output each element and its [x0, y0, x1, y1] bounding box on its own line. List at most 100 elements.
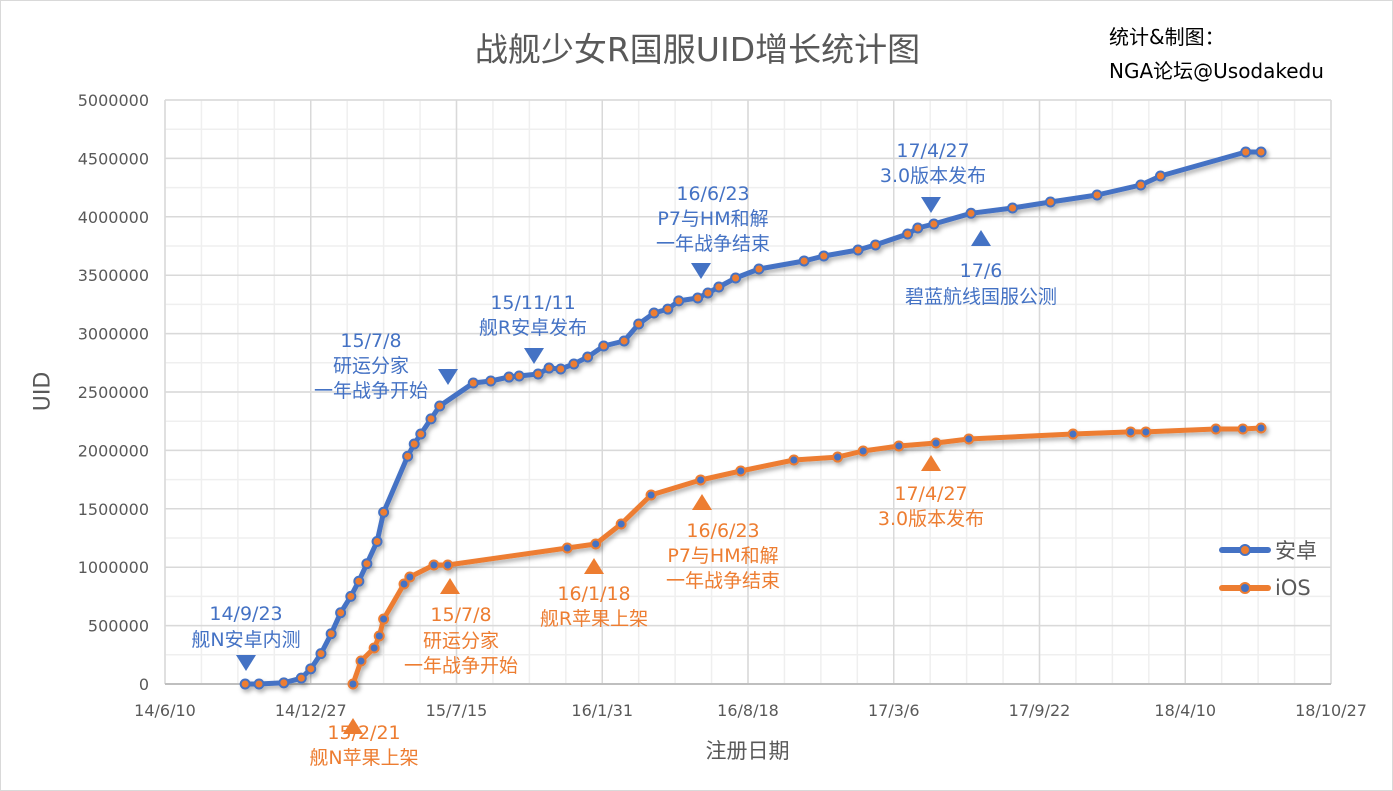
data-point — [371, 536, 383, 548]
triangle-up-marker — [971, 230, 991, 246]
y-tick-label: 3500000 — [78, 266, 149, 285]
data-point — [965, 207, 977, 219]
data-point — [832, 451, 844, 463]
annotation-text: 15/7/8 — [340, 330, 401, 352]
data-point — [355, 655, 367, 667]
annotation-android-v3: 17/4/27 3.0版本发布 — [880, 140, 986, 213]
annotation-text: 16/6/23 — [676, 183, 749, 205]
data-point — [648, 307, 660, 319]
data-point — [325, 628, 337, 640]
x-tick-label: 17/9/22 — [1009, 701, 1071, 720]
data-point — [857, 445, 869, 457]
annotation-text: P7与HM和解 — [667, 545, 778, 567]
annotation-text: 研运分家 — [333, 355, 409, 377]
data-point — [398, 578, 410, 590]
annotation-ios-reconcile: 16/6/23 P7与HM和解 一年战争结束 — [666, 494, 780, 592]
series-line — [242, 149, 1264, 687]
data-point — [798, 255, 810, 267]
data-point — [428, 559, 440, 571]
data-point — [555, 363, 567, 375]
data-point — [1210, 423, 1222, 435]
annotation-text: 一年战争结束 — [656, 233, 770, 255]
data-point — [368, 642, 380, 654]
data-point — [278, 677, 290, 689]
triangle-down-marker — [691, 263, 711, 279]
chart-title: 战舰少女R国服UID增长统计图 — [474, 30, 921, 69]
data-point — [543, 362, 555, 374]
data-point — [408, 438, 420, 450]
annotation-text: 舰N苹果上架 — [309, 747, 418, 769]
triangle-down-marker — [438, 369, 458, 385]
annotation-text: 17/4/27 — [896, 140, 969, 162]
data-point — [1240, 146, 1252, 158]
triangle-up-marker — [343, 718, 363, 734]
annotation-android-beta: 14/9/23 舰N安卓内测 — [191, 603, 301, 671]
data-point — [239, 678, 251, 690]
annotation-text: 舰N安卓内测 — [191, 629, 300, 651]
y-tick-label: 0 — [139, 675, 149, 694]
triangle-up-marker — [921, 455, 941, 471]
annotation-azur-lane: 17/6 碧蓝航线国服公测 — [905, 230, 1057, 308]
x-axis-label: 注册日期 — [705, 739, 790, 763]
annotation-ios-v3: 17/4/27 3.0版本发布 — [878, 455, 984, 530]
data-point — [618, 335, 630, 347]
triangle-down-marker — [236, 655, 256, 671]
legend-swatch-android — [1219, 544, 1271, 556]
data-point — [893, 440, 905, 452]
y-axis-label: UID — [30, 371, 56, 412]
y-tick-label: 4000000 — [78, 208, 149, 227]
data-point — [1154, 170, 1166, 182]
annotation-ios-n-release: 15/2/21 舰N苹果上架 — [309, 718, 419, 769]
data-point — [590, 538, 602, 550]
x-tick-label: 16/8/18 — [717, 701, 779, 720]
annotation-android-reconcile: 16/6/23 P7与HM和解 一年战争结束 — [656, 183, 770, 279]
data-point — [315, 648, 327, 660]
legend-item-ios: iOS — [1219, 576, 1311, 600]
data-point — [295, 672, 307, 684]
annotation-text: 16/6/23 — [686, 520, 759, 542]
data-point — [963, 433, 975, 445]
y-tick-label: 2000000 — [78, 441, 149, 460]
x-tick-label: 16/1/31 — [571, 701, 633, 720]
annotation-text: 14/9/23 — [209, 603, 282, 625]
y-tick-label: 1500000 — [78, 500, 149, 519]
data-point — [305, 663, 317, 675]
data-point — [1135, 179, 1147, 191]
data-point — [788, 454, 800, 466]
data-point — [1140, 426, 1152, 438]
data-point — [692, 292, 704, 304]
legend-item-android: 安卓 — [1219, 535, 1317, 565]
annotation-text: 一年战争结束 — [666, 570, 780, 592]
data-point — [415, 428, 427, 440]
data-point — [373, 630, 385, 642]
data-point — [1044, 196, 1056, 208]
data-point — [442, 559, 454, 571]
data-point — [1237, 423, 1249, 435]
data-point — [852, 244, 864, 256]
triangle-down-marker — [524, 348, 544, 364]
data-point — [1007, 202, 1019, 214]
credit-line-1: 统计&制图： — [1109, 25, 1225, 49]
data-point — [615, 518, 627, 530]
triangle-down-marker — [921, 197, 941, 213]
data-point — [561, 542, 573, 554]
data-point — [702, 287, 714, 299]
triangle-up-marker — [440, 578, 460, 594]
data-point — [730, 272, 742, 284]
data-point — [582, 351, 594, 363]
annotation-text: 一年战争开始 — [314, 380, 428, 402]
data-point — [503, 371, 515, 383]
data-point — [713, 281, 725, 293]
legend-label: iOS — [1275, 576, 1311, 600]
x-tick-label: 17/3/6 — [868, 701, 920, 720]
data-point — [695, 474, 707, 486]
annotation-text: 17/4/27 — [894, 483, 967, 505]
data-point — [662, 303, 674, 315]
annotation-text: 舰R安卓发布 — [479, 317, 587, 339]
data-point — [673, 295, 685, 307]
legend-label: 安卓 — [1275, 539, 1317, 563]
data-point — [402, 450, 414, 462]
annotation-text: P7与HM和解 — [657, 208, 768, 230]
x-tick-label: 15/7/15 — [426, 701, 488, 720]
data-point — [253, 678, 265, 690]
